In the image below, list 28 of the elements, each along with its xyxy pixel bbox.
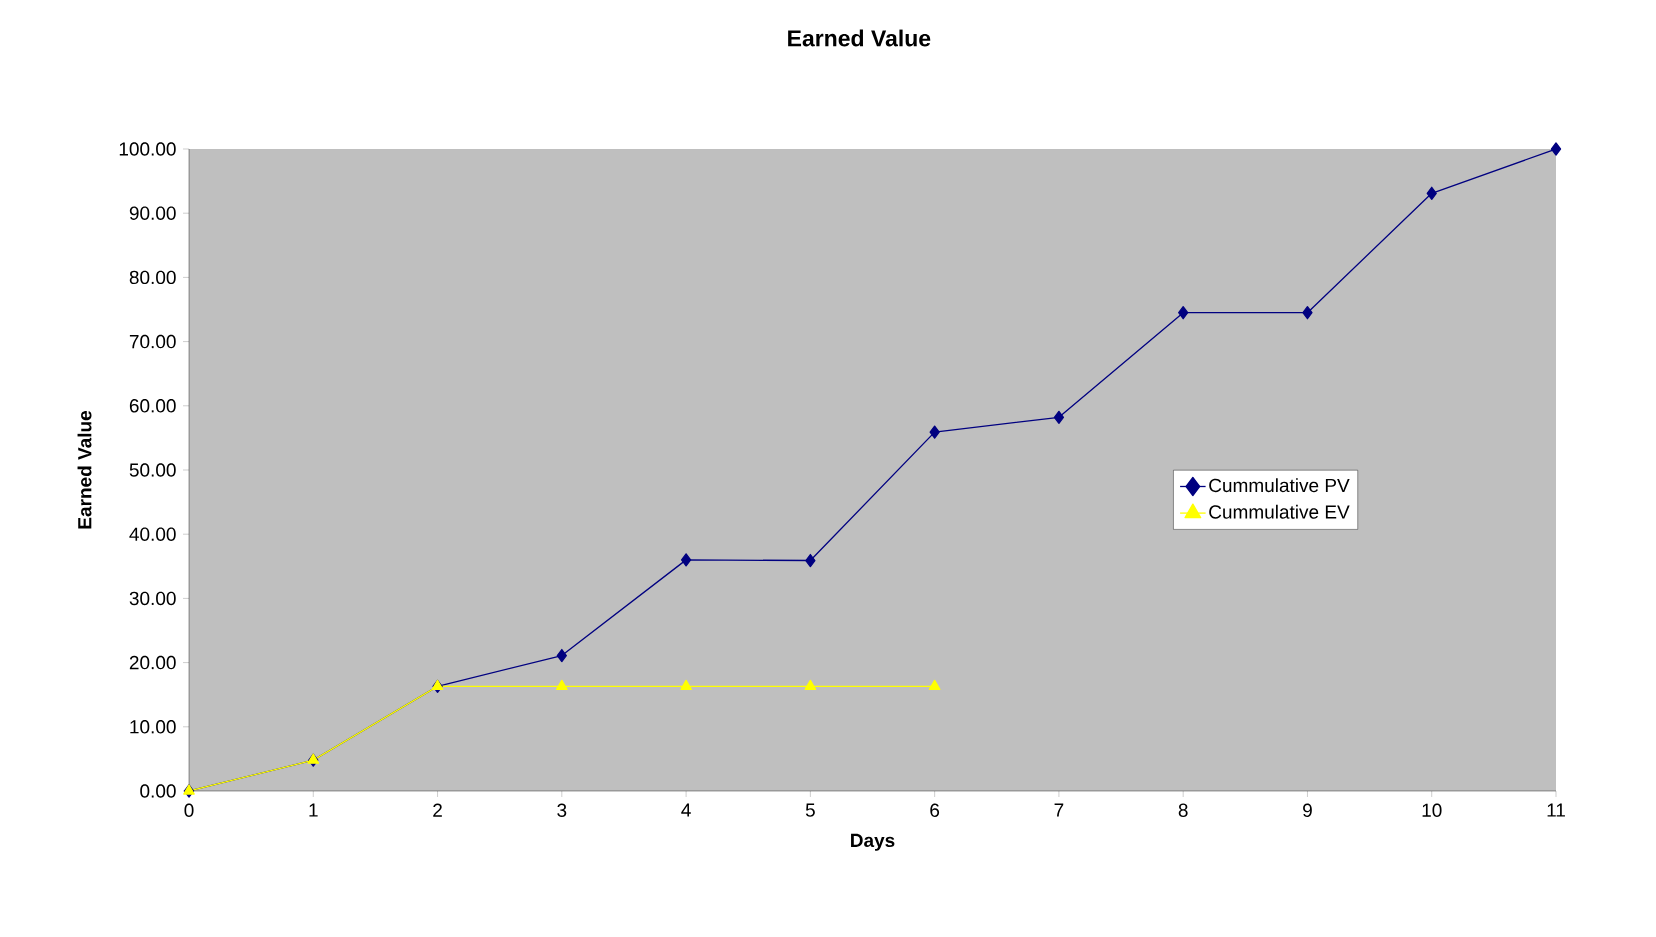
legend-label: Cummulative EV bbox=[1209, 504, 1350, 519]
y-tick-label: 30.00 bbox=[129, 591, 176, 606]
x-tick-label: 6 bbox=[930, 803, 940, 817]
x-tick-label: 7 bbox=[1054, 803, 1064, 817]
x-tick-label: 2 bbox=[433, 803, 442, 817]
y-tick-label: 70.00 bbox=[129, 334, 176, 349]
y-tick-label: 10.00 bbox=[130, 720, 176, 734]
x-tick-label: 9 bbox=[1303, 803, 1312, 817]
x-tick-label: 10 bbox=[1422, 803, 1442, 817]
y-tick-label: 50.00 bbox=[129, 463, 176, 477]
x-tick-label: 8 bbox=[1178, 803, 1188, 817]
x-tick-label: 3 bbox=[557, 803, 567, 817]
y-tick-label: 100.00 bbox=[119, 142, 176, 156]
y-axis-title: Earned Value bbox=[77, 410, 92, 529]
y-tick-label: 0.00 bbox=[140, 784, 176, 798]
y-tick-label: 20.00 bbox=[129, 655, 176, 670]
legend-label: Cummulative PV bbox=[1209, 478, 1350, 493]
y-tick-label: 80.00 bbox=[129, 270, 176, 285]
y-tick-label: 40.00 bbox=[129, 527, 176, 541]
x-tick-label: 0 bbox=[184, 803, 194, 817]
y-tick-label: 60.00 bbox=[129, 399, 176, 413]
x-axis-title: Days bbox=[851, 833, 895, 851]
y-tick-label: 90.00 bbox=[129, 206, 176, 220]
x-tick-label: 5 bbox=[805, 803, 815, 817]
x-tick-label: 1 bbox=[309, 803, 318, 817]
x-tick-label: 11 bbox=[1547, 803, 1565, 817]
chart-title: Earned Value bbox=[788, 29, 931, 47]
x-tick-label: 4 bbox=[681, 803, 691, 817]
